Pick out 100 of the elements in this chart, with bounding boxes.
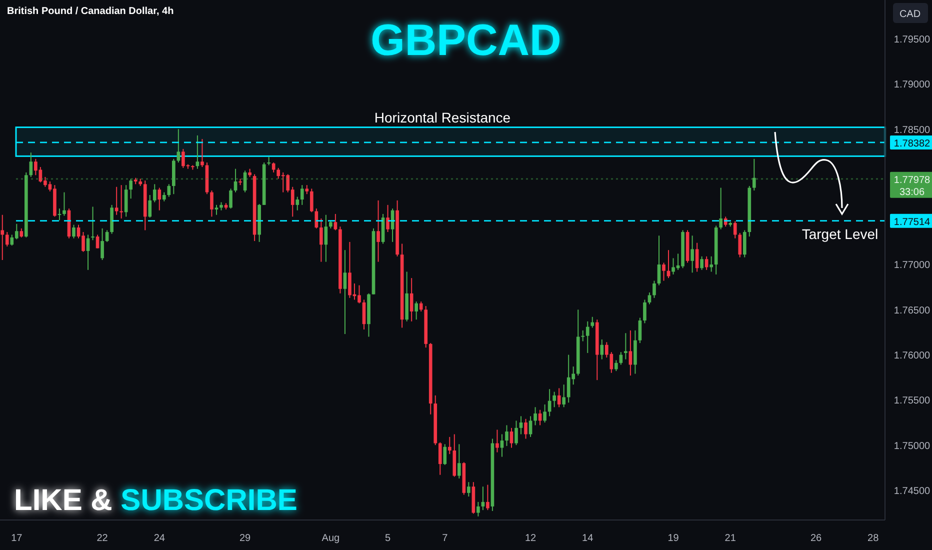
candlestick [662,262,666,282]
band-label: Horizontal Resistance [374,109,511,126]
y-tick-label: 1.75000 [894,440,931,452]
candlestick [695,242,699,272]
candlestick [310,188,314,213]
candlestick [600,338,604,360]
candlestick [557,388,561,408]
candlestick [628,330,632,376]
candlestick [29,152,33,178]
candlestick [666,250,670,279]
candlestick [62,192,66,216]
candlestick [719,187,723,230]
x-tick-label: 12 [524,533,537,544]
candlestick [467,482,470,498]
x-tick-label: 14 [582,533,594,544]
candlestick [448,436,452,455]
candlestick [505,424,508,446]
candlestick [657,235,661,286]
y-tick-label: 1.75500 [894,396,931,407]
candlestick [124,184,128,218]
candlestick [72,224,76,239]
candlestick [100,228,104,260]
x-tick-label: 7 [442,533,448,544]
candlestick [162,192,166,202]
x-tick-label: Aug [322,533,340,544]
candlestick [272,162,276,173]
candlestick [528,416,532,438]
candlestick [710,256,713,272]
chart-title: GBPCAD [370,16,562,65]
candlestick [300,184,304,206]
text: British Pound / Canadian Dollar, 4h [7,6,174,17]
candlestick [414,301,418,320]
y-tick-label: 1.77000 [894,260,931,272]
ref-line-label: 1.77514 [894,216,931,228]
candlestick [648,292,652,305]
ref-line-label: 1.78382 [894,138,931,150]
candlestick [652,280,656,298]
candlestick [690,235,694,274]
x-tick-label: 28 [868,533,880,544]
annotation: Target Level [802,226,878,242]
candlestick [196,134,200,170]
candlestick [376,200,380,262]
candlestick [305,184,309,195]
candlestick [534,406,537,426]
y-tick-label: 1.74500 [894,486,931,497]
candlestick [438,442,442,476]
candlestick [738,232,742,258]
candlestick [496,429,499,453]
candlestick [586,320,590,354]
candlestick [200,138,204,168]
candlestick [614,360,618,372]
annotation: LIKE & SUBSCRIBE [14,484,298,517]
y-tick-label: 1.78500 [894,124,931,136]
candlestick [334,213,338,231]
candlestick [152,184,156,203]
candlestick [733,220,737,239]
candlestick [514,420,518,446]
x-tick-label: 22 [96,533,108,544]
candlestick [234,168,238,193]
candlestick [643,299,646,324]
candlestick [443,444,447,466]
candlestick [543,404,546,423]
candlestick [419,301,423,312]
y-tick-label: 1.76000 [894,350,931,362]
candlestick [562,384,566,408]
candlestick [314,208,318,229]
candlestick [324,214,328,262]
text: 33:06 [899,186,925,198]
candlestick [700,256,704,270]
text: CAD [899,9,921,20]
x-tick-label: 5 [385,533,391,544]
candlestick [296,196,300,211]
candlestick [552,391,556,408]
candlestick [524,418,528,440]
candlestick [752,158,756,191]
candlestick [486,484,490,511]
candlestick [210,190,214,218]
candlestick [176,128,180,163]
candlestick [167,184,171,198]
candlestick [500,434,504,458]
candlestick [320,218,323,262]
candlestick [5,232,9,247]
candlestick [120,184,123,219]
candlestick [343,250,347,335]
x-tick-label: 29 [239,533,252,544]
candlestick [638,317,642,344]
x-tick-label: 24 [154,533,166,544]
candlestick [114,186,118,216]
candlestick [457,444,461,479]
candlestick [105,230,109,242]
y-tick-label: 1.76500 [894,305,931,316]
candlestick [243,170,247,193]
candlestick [476,501,480,517]
candlestick [742,230,746,258]
candlestick [214,204,218,216]
candlestick [96,234,100,249]
ref-line-label: 1.77978 [894,174,931,186]
candlestick [148,194,152,218]
candlestick [510,427,514,448]
candlestick [386,204,390,233]
